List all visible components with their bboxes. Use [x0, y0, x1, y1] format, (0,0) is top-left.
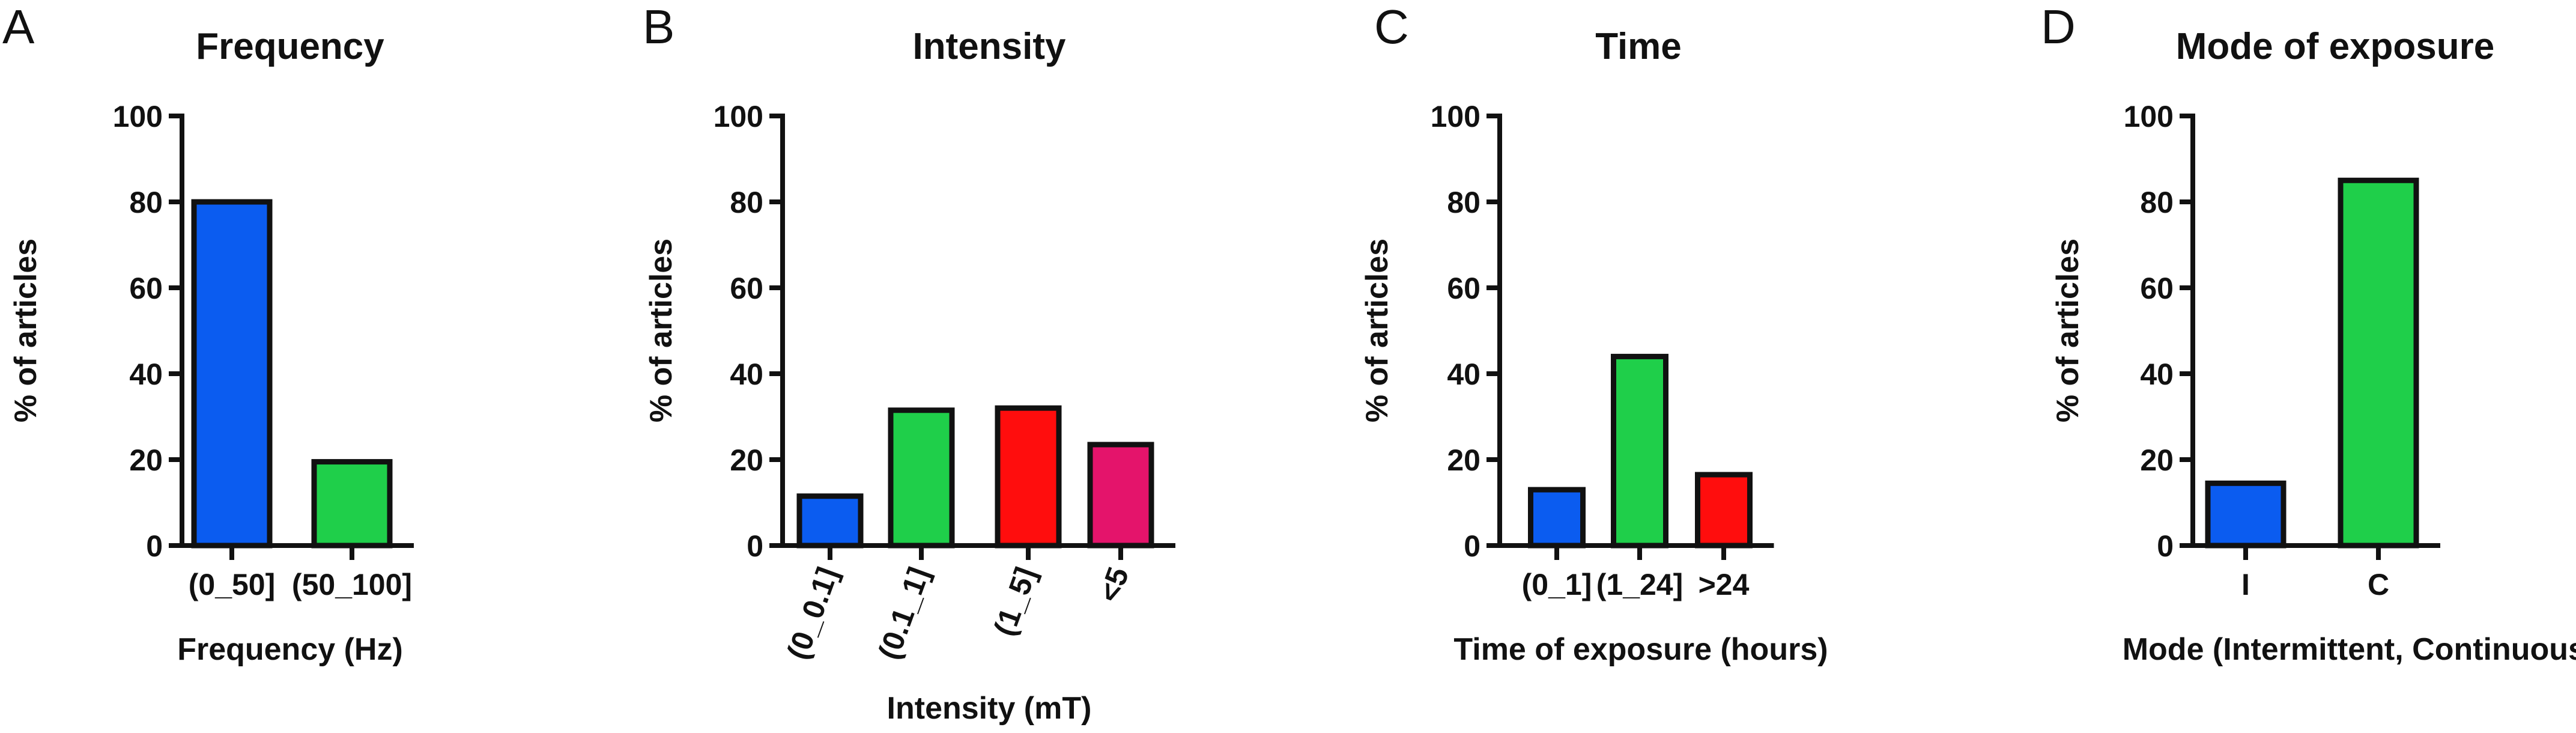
chart-title: Mode of exposure [2176, 26, 2495, 67]
panel-letter: A [2, 0, 35, 53]
y-tick-label: 0 [1464, 529, 1480, 563]
y-tick-label: 80 [2140, 186, 2174, 219]
x-tick-label: <5 [1092, 563, 1135, 607]
x-tick-label: (0_0.1] [781, 563, 845, 664]
bar-2 [311, 459, 393, 549]
y-tick-label: 60 [2140, 272, 2174, 305]
x-tick-label: >24 [1699, 568, 1750, 601]
y-axis-label: % of articles [1360, 239, 1395, 422]
bar-2 [888, 407, 955, 549]
bar-3 [1695, 472, 1753, 549]
y-tick-label: 100 [714, 100, 763, 133]
y-tick-label: 40 [129, 357, 163, 391]
y-axis-label: % of articles [8, 239, 43, 422]
x-axis-label: Intensity (mT) [887, 691, 1092, 726]
chart-title: Intensity [913, 26, 1066, 67]
y-tick-label: 60 [730, 272, 763, 305]
chart-panel-c: C Time % of articles 0 20 40 60 80 100 (0_1] (1_24… [1360, 0, 1828, 667]
bar-1 [796, 493, 864, 549]
y-tick-label: 40 [1447, 357, 1480, 391]
y-tick-label: 0 [2157, 529, 2174, 563]
y-tick-label: 20 [730, 443, 763, 477]
y-tick-label: 20 [1447, 443, 1480, 477]
x-axis-label: Frequency (Hz) [177, 632, 403, 667]
bar-1 [1528, 487, 1586, 549]
chart-panel-a: A Frequency % of articles 0 20 40 60 80 100 (0_50… [2, 0, 414, 667]
bar-1 [2205, 480, 2287, 549]
x-tick-label: (1_24] [1596, 568, 1683, 601]
x-tick-label: I [2241, 568, 2250, 601]
y-tick-label: 80 [730, 186, 763, 219]
y-tick-label: 0 [146, 529, 163, 563]
x-tick-label: (0_1] [1522, 568, 1592, 601]
x-axis-label: Time of exposure (hours) [1453, 632, 1828, 667]
y-tick-label: 80 [129, 186, 163, 219]
y-tick-label: 100 [113, 100, 163, 133]
panel-letter: C [1374, 0, 1409, 53]
y-tick-label: 40 [2140, 357, 2174, 391]
x-tick-label: (50_100] [292, 568, 412, 601]
chart-title: Time [1595, 26, 1682, 67]
x-tick-label: C [2368, 568, 2389, 601]
bar-2 [2338, 177, 2419, 549]
y-tick-label: 40 [730, 357, 763, 391]
y-tick-label: 0 [747, 529, 763, 563]
y-tick-label: 60 [1447, 272, 1480, 305]
y-tick-label: 100 [1431, 100, 1480, 133]
x-tick-label: (1_5] [987, 563, 1043, 640]
bar-3 [995, 405, 1062, 549]
x-tick-label: (0.1_1] [872, 563, 936, 664]
panel-letter: B [643, 0, 674, 53]
y-axis-label: % of articles [644, 239, 679, 422]
chart-panel-b: B Intensity % of articles 0 20 40 60 80 100 (0_0.… [643, 0, 1175, 726]
y-tick-label: 80 [1447, 186, 1480, 219]
x-axis-label: Mode (Intermittent, Continuous) [2123, 632, 2576, 667]
panel-letter: D [2041, 0, 2076, 53]
chart-title: Frequency [196, 26, 384, 67]
y-tick-label: 100 [2124, 100, 2174, 133]
y-tick-label: 20 [129, 443, 163, 477]
bar-4 [1087, 442, 1154, 549]
y-tick-label: 20 [2140, 443, 2174, 477]
bar-2 [1611, 353, 1668, 549]
bar-1 [191, 199, 273, 549]
y-axis-label: % of articles [2050, 239, 2085, 422]
chart-panel-d: D Mode of exposure % of articles 0 20 40 60 80 1… [2041, 0, 2576, 667]
x-tick-label: (0_50] [189, 568, 276, 601]
y-tick-label: 60 [129, 272, 163, 305]
